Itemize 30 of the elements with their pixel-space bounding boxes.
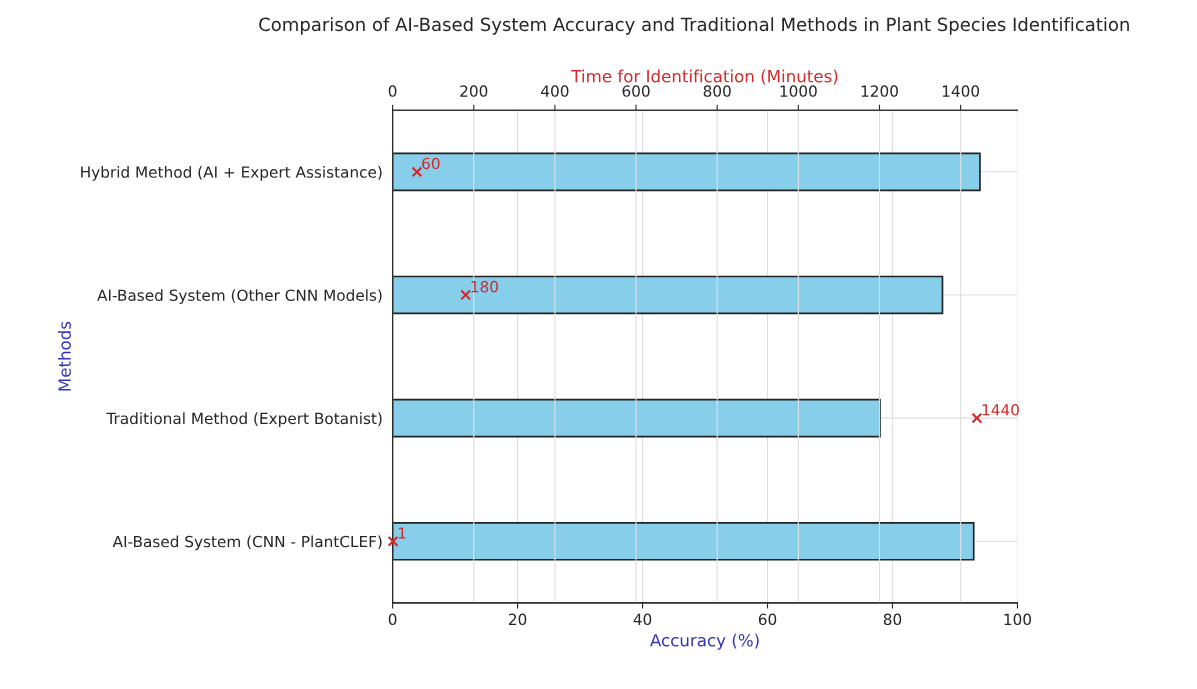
data-label: 1 bbox=[398, 527, 406, 539]
data-label: 180 bbox=[471, 280, 498, 293]
y-tick-label: Hybrid Method (AI + Expert Assistance) bbox=[81, 166, 382, 181]
x2-tick-label: 1000 bbox=[780, 85, 817, 97]
y-axis-title: Methods bbox=[58, 321, 71, 391]
y-tick-label: AI-Based System (CNN - PlantCLEF) bbox=[112, 535, 382, 551]
x2-tick-label: 600 bbox=[622, 85, 650, 97]
x2-tick-label: 1400 bbox=[942, 85, 980, 97]
data-label: 1440 bbox=[982, 404, 1019, 416]
point bbox=[460, 289, 472, 301]
x2-tick-label: 400 bbox=[541, 85, 569, 97]
point bbox=[971, 412, 983, 424]
x2-axis-title: Time for Identification (Minutes) bbox=[571, 69, 838, 85]
y-tick-label: AI-Based System (Other CNN Models) bbox=[97, 289, 382, 304]
y-tick-label: Traditional Method (Expert Botanist) bbox=[106, 412, 382, 428]
x-tick-label: 80 bbox=[883, 613, 902, 626]
x-axis-title: Accuracy (%) bbox=[650, 633, 759, 650]
x2-tick-label: 800 bbox=[703, 85, 731, 97]
x-tick-label: 60 bbox=[758, 613, 777, 626]
chart-title: Comparison of AI-Based System Accuracy and Traditional Methods in Plant Species Identification bbox=[259, 17, 1129, 35]
x2-tick-label: 200 bbox=[460, 85, 488, 97]
x2-tick-label: 1200 bbox=[861, 85, 898, 97]
point bbox=[387, 535, 399, 547]
x-tick-label: 20 bbox=[508, 613, 527, 626]
x2-tick-label: 0 bbox=[388, 85, 397, 97]
data-label: 60 bbox=[422, 157, 440, 170]
point bbox=[411, 166, 423, 178]
x-tick-label: 40 bbox=[633, 613, 652, 626]
x-tick-label: 100 bbox=[1004, 613, 1032, 626]
x-tick-label: 0 bbox=[388, 613, 397, 626]
